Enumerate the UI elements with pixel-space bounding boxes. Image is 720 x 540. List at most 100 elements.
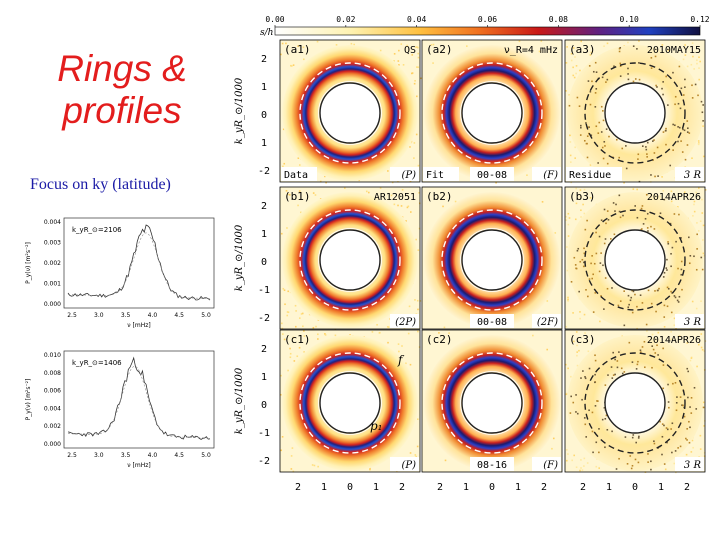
residue-speckle xyxy=(654,175,656,178)
residue-speckle xyxy=(603,140,606,143)
speckle xyxy=(281,327,284,330)
residue-speckle xyxy=(650,174,652,176)
colorbar-tick-label: 0.12 xyxy=(690,15,709,24)
speckle xyxy=(417,330,419,333)
speckle xyxy=(570,375,572,378)
speckle xyxy=(401,189,404,191)
inset-xtick: 3.0 xyxy=(94,312,104,319)
residue-speckle xyxy=(662,93,664,96)
residue-speckle xyxy=(631,311,634,314)
speckle xyxy=(334,334,337,337)
y-tick-label: 1 xyxy=(261,82,267,93)
residue-speckle xyxy=(661,423,664,425)
panel-label: (b1) xyxy=(284,190,311,203)
inset-data-line xyxy=(67,356,211,440)
speckle xyxy=(393,203,396,206)
speckle xyxy=(317,338,319,340)
ring-inner-highlight xyxy=(460,371,524,435)
residue-speckle xyxy=(623,324,626,327)
panel-frame xyxy=(279,186,421,330)
residue-speckle xyxy=(657,354,659,356)
residue-speckle xyxy=(645,146,647,148)
residue-speckle xyxy=(683,129,686,132)
residue-speckle xyxy=(665,129,667,132)
residue-speckle xyxy=(651,345,654,347)
residue-speckle xyxy=(690,397,693,399)
residue-speckle xyxy=(696,233,698,236)
ring-panel-c2: (c2) 08-16 (F) xyxy=(421,329,563,473)
residue-speckle xyxy=(688,420,690,423)
residue-speckle xyxy=(679,107,682,110)
residue-speckle xyxy=(616,360,619,362)
speckle xyxy=(415,455,417,458)
residue-speckle xyxy=(586,135,589,137)
residue-speckle xyxy=(629,299,632,302)
residue-speckle xyxy=(588,367,591,370)
residue-speckle xyxy=(642,223,645,225)
speckle xyxy=(300,313,303,315)
slide-subtitle: Focus on ky (latitude) xyxy=(30,176,171,193)
speckle xyxy=(697,187,700,189)
residue-speckle xyxy=(667,104,669,106)
residue-speckle xyxy=(701,268,704,271)
residue-speckle xyxy=(645,148,648,151)
ring-panel-b2: (b2) 00-08 (2F) xyxy=(421,186,563,330)
residue-speckle xyxy=(675,409,678,412)
speckle xyxy=(324,175,326,178)
inset-xtick: 3.5 xyxy=(121,452,131,459)
speckle xyxy=(583,465,585,467)
speckle xyxy=(289,347,291,350)
residue-speckle xyxy=(655,310,657,313)
ring-inner-contour xyxy=(461,229,523,291)
residue-speckle xyxy=(670,265,672,268)
residue-speckle xyxy=(588,65,591,67)
speckle xyxy=(581,469,584,471)
panel-label: (c1) xyxy=(284,333,311,346)
speckle xyxy=(569,154,572,157)
residue-speckle xyxy=(650,468,652,471)
residue-speckle xyxy=(645,193,648,196)
residue-speckle xyxy=(603,407,606,409)
speckle xyxy=(636,327,638,329)
label-box xyxy=(566,167,622,181)
speckle xyxy=(314,194,317,196)
residue-speckle xyxy=(639,294,642,297)
ring-center xyxy=(605,230,665,290)
speckle xyxy=(409,180,412,183)
residue-speckle xyxy=(589,90,592,93)
residue-speckle xyxy=(627,294,630,297)
speckle xyxy=(281,435,284,438)
speckle xyxy=(432,62,434,64)
residue-speckle xyxy=(637,461,640,464)
speckle xyxy=(280,374,282,377)
residue-speckle xyxy=(595,252,598,255)
residue-speckle xyxy=(591,277,593,280)
ring-dashed-contour xyxy=(584,62,686,164)
speckle xyxy=(567,367,569,370)
ring-inner-contour xyxy=(604,229,666,291)
residue-speckle xyxy=(691,97,694,99)
residue-speckle xyxy=(680,273,683,276)
residue-speckle xyxy=(686,120,689,122)
inset-ylabel: P_y(ν) [m²s⁻²] xyxy=(25,379,32,421)
speckle xyxy=(701,198,703,201)
residue-speckle xyxy=(594,359,597,362)
residue-speckle xyxy=(684,158,687,161)
speckle xyxy=(700,333,703,335)
residue-speckle xyxy=(620,367,623,370)
residue-speckle xyxy=(579,260,582,263)
residue-speckle xyxy=(568,104,571,107)
residue-speckle xyxy=(595,231,597,234)
speckle xyxy=(579,469,581,472)
residue-speckle xyxy=(663,198,666,201)
residue-speckle xyxy=(594,405,597,407)
speckle xyxy=(379,49,382,52)
residue-speckle xyxy=(671,422,674,425)
speckle xyxy=(409,211,412,213)
speckle xyxy=(281,333,284,335)
panel-label: (c3) xyxy=(569,333,596,346)
residue-speckle xyxy=(570,395,572,398)
residue-speckle xyxy=(614,373,616,376)
residue-speckle xyxy=(623,371,626,373)
residue-speckle xyxy=(632,290,635,293)
